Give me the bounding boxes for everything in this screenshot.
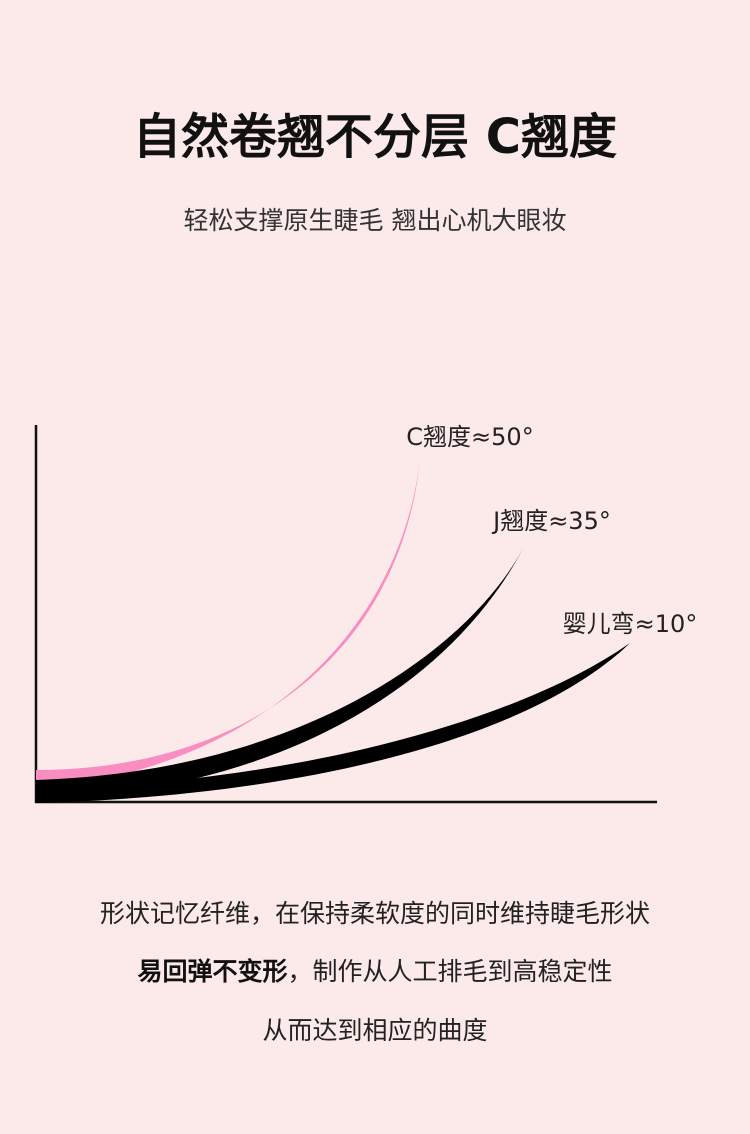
j-curl-lash — [36, 545, 525, 800]
c-curl-lash — [36, 460, 420, 790]
title: 自然卷翘不分层 C翘度 — [133, 109, 617, 165]
curve-label: J翘度≈35° — [491, 507, 611, 535]
body-line: 形状记忆纤维，在保持柔软度的同时维持睫毛形状 — [100, 899, 650, 928]
subtitle: 轻松支撑原生睫毛 翘出心机大眼妆 — [184, 206, 567, 235]
baby-curl-lash — [36, 643, 630, 803]
body-line: 从而达到相应的曲度 — [262, 1016, 487, 1045]
body-line: 易回弹不变形，制作从人工排毛到高稳定性 — [137, 957, 612, 986]
body-bold: 易回弹不变形 — [137, 957, 287, 986]
curve-label: 婴儿弯≈10° — [563, 610, 698, 638]
curve-label: C翘度≈50° — [406, 423, 533, 451]
curl-diagram: C翘度≈50° J翘度≈35° 婴儿弯≈10° — [34, 423, 698, 804]
body-rest: ，制作从人工排毛到高稳定性 — [288, 957, 613, 986]
